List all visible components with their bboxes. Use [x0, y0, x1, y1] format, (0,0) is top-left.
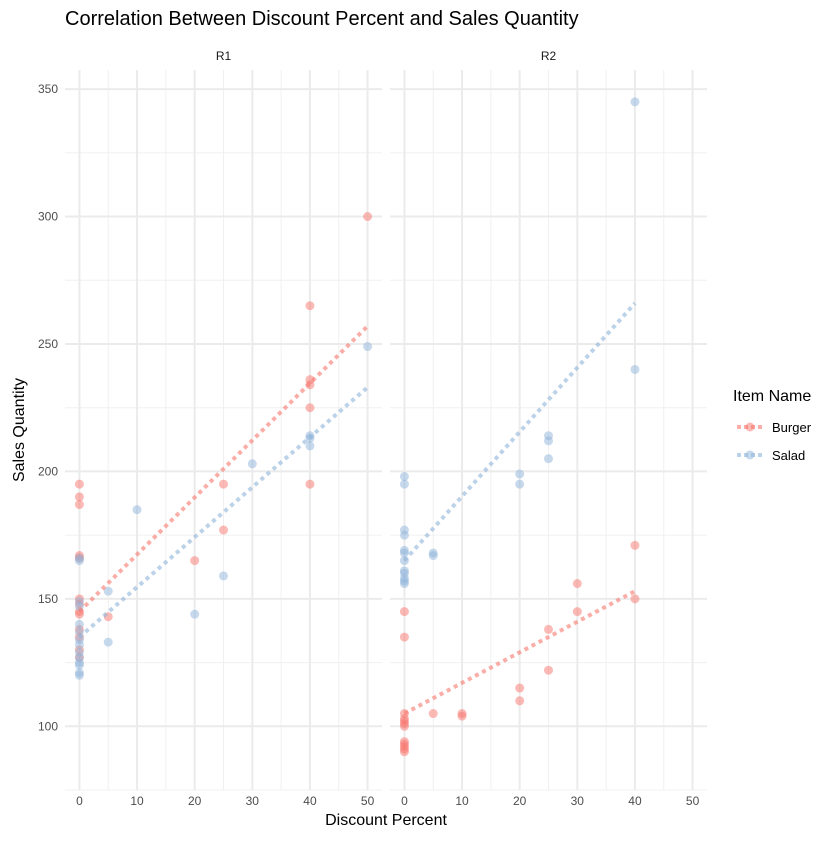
- data-point-salad: [305, 441, 315, 451]
- trend-line-salad: [402, 301, 637, 562]
- data-point-salad: [103, 586, 113, 596]
- data-point-salad: [630, 364, 640, 374]
- data-point-burger: [544, 665, 553, 675]
- data-point-burger: [399, 632, 409, 642]
- data-point-burger: [572, 579, 582, 589]
- data-point-salad: [190, 609, 200, 619]
- data-point-salad: [103, 637, 113, 647]
- x-axis-label: Discount Percent: [325, 812, 447, 829]
- data-point-salad: [132, 505, 142, 515]
- facet-strip-label: R1: [216, 49, 232, 63]
- x-tick-label: 50: [361, 794, 375, 808]
- data-point-salad: [399, 472, 409, 482]
- y-tick-label: 300: [38, 210, 58, 224]
- data-point-burger: [544, 624, 553, 634]
- y-tick-label: 250: [38, 337, 58, 351]
- data-point-burger: [305, 479, 315, 489]
- x-tick-label: 0: [76, 794, 83, 808]
- data-point-burger: [399, 607, 409, 617]
- data-point-burger: [515, 696, 525, 706]
- chart-title: Correlation Between Discount Percent and…: [65, 8, 579, 30]
- data-point-burger: [515, 683, 525, 693]
- data-point-burger: [219, 525, 228, 535]
- data-point-burger: [630, 594, 640, 604]
- data-point-salad: [247, 459, 257, 469]
- data-point-salad: [544, 454, 553, 464]
- data-point-salad: [515, 479, 525, 489]
- data-point-burger: [572, 607, 582, 617]
- x-tick-label: 50: [686, 794, 700, 808]
- y-tick-label: 350: [38, 82, 58, 96]
- legend-label-salad: Salad: [772, 448, 805, 463]
- data-point-burger: [457, 711, 467, 721]
- legend-label-burger: Burger: [772, 420, 812, 435]
- data-point-burger: [399, 721, 409, 731]
- data-point-salad: [74, 619, 84, 629]
- data-point-salad: [544, 436, 553, 446]
- data-point-salad: [399, 479, 409, 489]
- x-tick-label: 30: [571, 794, 585, 808]
- y-tick-label: 100: [38, 719, 58, 733]
- data-point-burger: [74, 479, 84, 489]
- data-point-salad: [74, 640, 84, 650]
- data-point-burger: [399, 747, 409, 757]
- data-point-burger: [363, 212, 373, 222]
- data-point-burger: [190, 556, 200, 566]
- facet-strip-label: R2: [541, 49, 557, 63]
- data-point-burger: [74, 500, 84, 510]
- data-point-salad: [399, 579, 409, 589]
- y-axis-label: Sales Quantity: [11, 378, 28, 482]
- x-tick-label: 20: [188, 794, 202, 808]
- data-point-salad: [219, 571, 228, 581]
- y-tick-label: 150: [38, 592, 58, 606]
- data-point-burger: [305, 301, 315, 311]
- panel-r1: 0 10 20 30 40 50 100 150 200 250 300 350 R1: [38, 49, 382, 808]
- data-point-salad: [515, 469, 525, 479]
- x-tick-label: 40: [303, 794, 317, 808]
- data-point-salad: [74, 660, 84, 670]
- data-point-burger: [305, 403, 315, 413]
- data-point-burger: [428, 709, 438, 719]
- x-tick-label: 10: [455, 794, 469, 808]
- data-point-salad: [630, 97, 640, 107]
- data-point-salad: [399, 530, 409, 540]
- legend: Item Name Burger Salad: [733, 388, 812, 463]
- legend-point-salad: [745, 450, 755, 460]
- data-point-burger: [630, 540, 640, 550]
- x-tick-label: 0: [401, 794, 408, 808]
- data-point-salad: [428, 551, 438, 561]
- x-tick-label: 30: [246, 794, 260, 808]
- x-tick-label: 10: [130, 794, 144, 808]
- trend-line-burger: [78, 324, 369, 614]
- y-tick-label: 200: [38, 464, 58, 478]
- x-tick-label: 40: [628, 794, 642, 808]
- legend-point-burger: [745, 422, 755, 432]
- data-point-salad: [363, 342, 373, 352]
- data-point-burger: [74, 492, 84, 502]
- legend-title: Item Name: [733, 388, 811, 405]
- data-point-salad: [74, 553, 84, 563]
- panel-r2: 0 10 20 30 40 50 R2: [390, 49, 707, 808]
- trend-line-burger: [403, 589, 636, 716]
- x-tick-label: 20: [513, 794, 527, 808]
- data-point-salad: [399, 548, 409, 558]
- data-point-burger: [219, 479, 228, 489]
- data-point-salad: [74, 670, 84, 680]
